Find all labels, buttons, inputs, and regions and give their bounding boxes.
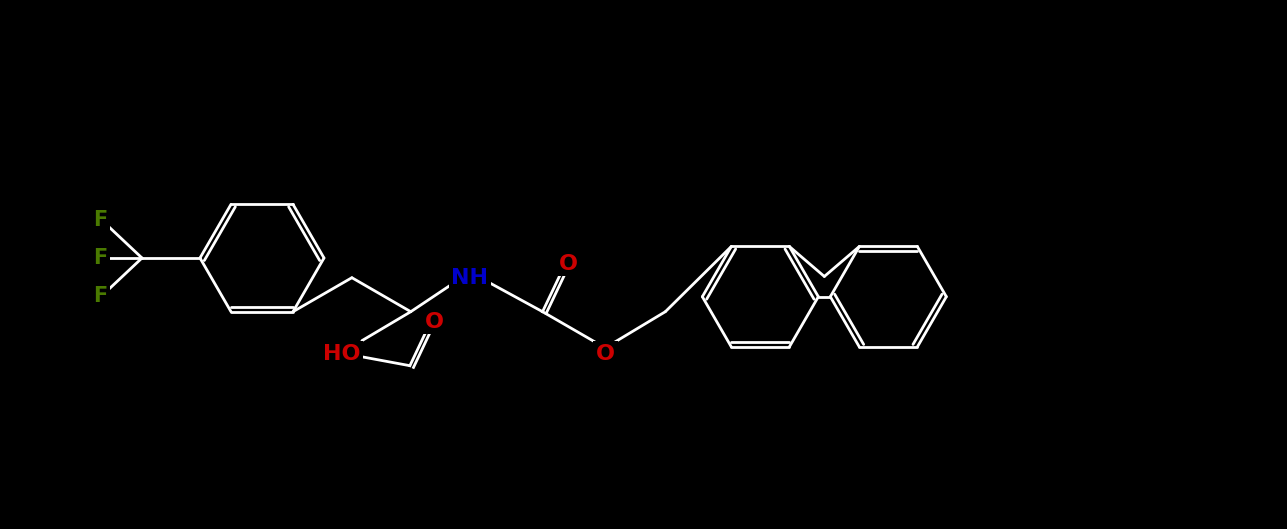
Text: HO: HO — [323, 344, 360, 364]
Text: O: O — [559, 254, 578, 273]
Text: F: F — [93, 210, 107, 230]
Text: NH: NH — [452, 268, 488, 288]
Text: F: F — [93, 248, 107, 268]
Text: O: O — [596, 344, 615, 364]
Text: O: O — [425, 312, 444, 332]
Text: F: F — [93, 286, 107, 306]
